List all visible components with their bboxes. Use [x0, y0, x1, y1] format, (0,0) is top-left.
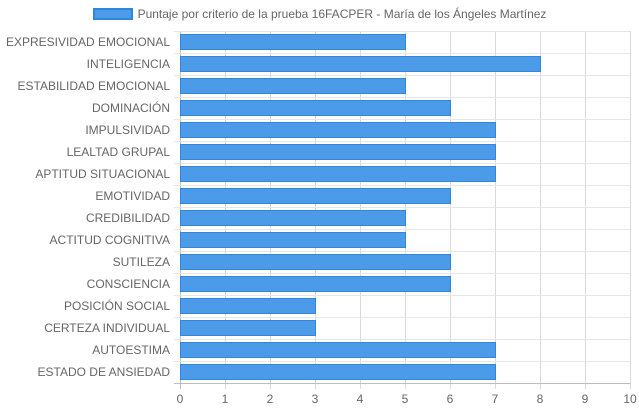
bar	[180, 166, 496, 182]
bar	[180, 364, 496, 380]
y-tick-label: IMPULSIVIDAD	[85, 123, 170, 137]
x-tick-label: 10	[623, 392, 637, 406]
x-tick-label: 1	[222, 392, 229, 406]
x-tick-label: 4	[357, 392, 364, 406]
bar	[180, 276, 451, 292]
y-tick-label: ESTABILIDAD EMOCIONAL	[18, 79, 171, 93]
x-tick-label: 9	[582, 392, 589, 406]
bar	[180, 78, 406, 94]
x-tick-label: 5	[402, 392, 409, 406]
legend-swatch	[92, 8, 133, 20]
y-tick-label: EMOTIVIDAD	[95, 189, 170, 203]
y-tick-label: LEALTAD GRUPAL	[67, 145, 171, 159]
x-tick-label: 3	[312, 392, 319, 406]
x-tick-label: 0	[177, 392, 184, 406]
y-tick-label: POSICIÓN SOCIAL	[64, 298, 170, 313]
y-tick-label: ACTITUD COGNITIVA	[50, 233, 170, 247]
x-tick-label: 2	[267, 392, 274, 406]
y-tick-label: EXPRESIVIDAD EMOCIONAL	[6, 35, 170, 49]
y-tick-label: DOMINACIÓN	[92, 100, 170, 115]
y-tick-label: AUTOESTIMA	[92, 343, 170, 357]
bar	[180, 122, 496, 138]
bar	[180, 144, 496, 160]
bar	[180, 232, 406, 248]
bar	[180, 298, 316, 314]
bar	[180, 188, 451, 204]
y-tick-label: INTELIGENCIA	[87, 57, 170, 71]
bar	[180, 254, 451, 270]
legend[interactable]: Puntaje por criterio de la prueba 16FACP…	[0, 7, 639, 21]
y-tick-label: SUTILEZA	[113, 255, 170, 269]
y-tick-label: CONSCIENCIA	[87, 277, 170, 291]
bar	[180, 56, 541, 72]
x-tick-label: 6	[447, 392, 454, 406]
bar	[180, 100, 451, 116]
bar	[180, 34, 406, 50]
bar	[180, 342, 496, 358]
x-tick-label: 7	[492, 392, 499, 406]
y-tick-label: APTITUD SITUACIONAL	[35, 167, 170, 181]
bar	[180, 320, 316, 336]
legend-label: Puntaje por criterio de la prueba 16FACP…	[137, 7, 547, 21]
bar	[180, 210, 406, 226]
y-tick-label: ESTADO DE ANSIEDAD	[38, 365, 171, 379]
x-tick-label: 8	[537, 392, 544, 406]
y-tick-label: CERTEZA INDIVIDUAL	[44, 321, 170, 335]
y-tick-label: CREDIBILIDAD	[86, 211, 170, 225]
